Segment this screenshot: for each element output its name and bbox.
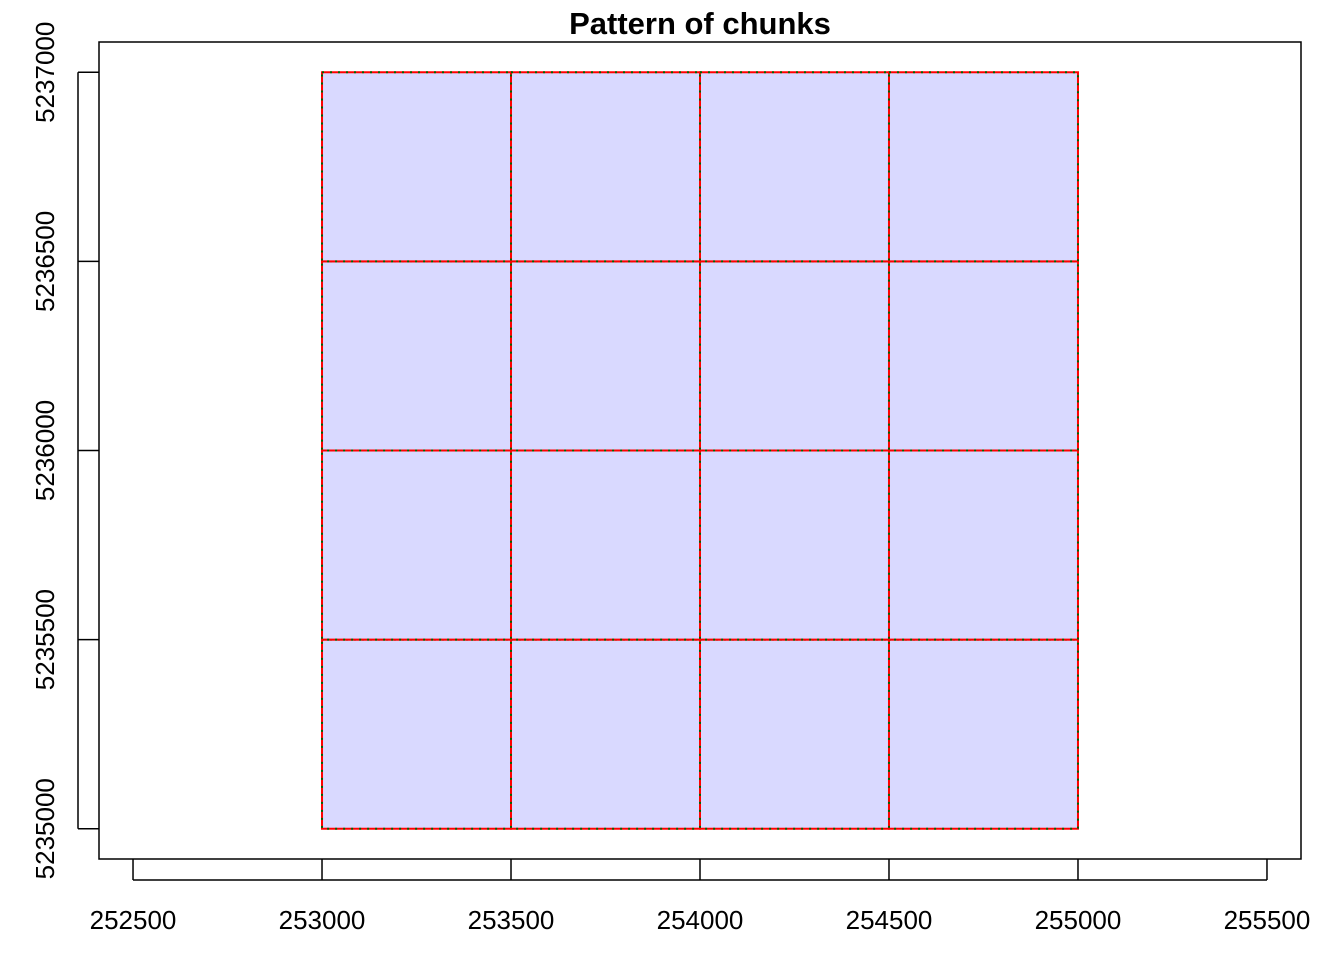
chunk-dotted-border [699, 260, 890, 452]
chunk-rect [510, 638, 701, 830]
x-tick-label: 252500 [90, 905, 177, 935]
chunk-dotted-border [699, 638, 890, 830]
chunks-layer [321, 71, 1079, 830]
chunk-dotted-border [887, 449, 1079, 641]
chunk-dotted-border [321, 71, 513, 263]
chunk-rect [321, 638, 513, 830]
chunk-rect [321, 449, 513, 641]
y-tick-label: 5237000 [30, 22, 60, 123]
chunk-rect [887, 449, 1079, 641]
chunk-dotted-border [887, 71, 1079, 263]
chunk-dotted-border [510, 71, 701, 263]
x-axis: 252500 253000 253500 254000 254500 255000 2555… [90, 859, 1311, 935]
chunk-rect [887, 638, 1079, 830]
x-tick-label: 254500 [846, 905, 933, 935]
chunk-rect [699, 260, 890, 452]
chunk-rect [887, 71, 1079, 263]
x-tick-label: 254000 [657, 905, 744, 935]
chunk-rect [699, 71, 890, 263]
chunk-rect [699, 449, 890, 641]
chunk-rect [510, 71, 701, 263]
x-tick-label: 255500 [1224, 905, 1311, 935]
chunk-dotted-border [699, 71, 890, 263]
chunk-rect [887, 260, 1079, 452]
chunk-dotted-border [510, 449, 701, 641]
chunk-dotted-border [510, 260, 701, 452]
chunk-dotted-border [321, 638, 513, 830]
chunk-rect [510, 449, 701, 641]
chunk-dotted-border [887, 638, 1079, 830]
chunk-rect [510, 260, 701, 452]
chunk-rect [321, 260, 513, 452]
y-tick-label: 5235000 [30, 778, 60, 879]
y-axis: 5235000 5235500 5236000 5236500 5237000 [30, 22, 99, 879]
x-tick-label: 253000 [279, 905, 366, 935]
chunk-dotted-border [887, 260, 1079, 452]
chunk-rect [699, 638, 890, 830]
chunk-dotted-border [699, 449, 890, 641]
chunk-dotted-border [321, 449, 513, 641]
chart-title: Pattern of chunks [569, 6, 831, 41]
y-tick-label: 5235500 [30, 589, 60, 690]
chunk-dotted-border [510, 638, 701, 830]
chunk-dotted-border [321, 260, 513, 452]
chunk-rect [321, 71, 513, 263]
x-tick-label: 255000 [1035, 905, 1122, 935]
y-tick-label: 5236500 [30, 211, 60, 312]
y-tick-label: 5236000 [30, 400, 60, 501]
x-tick-label: 253500 [468, 905, 555, 935]
